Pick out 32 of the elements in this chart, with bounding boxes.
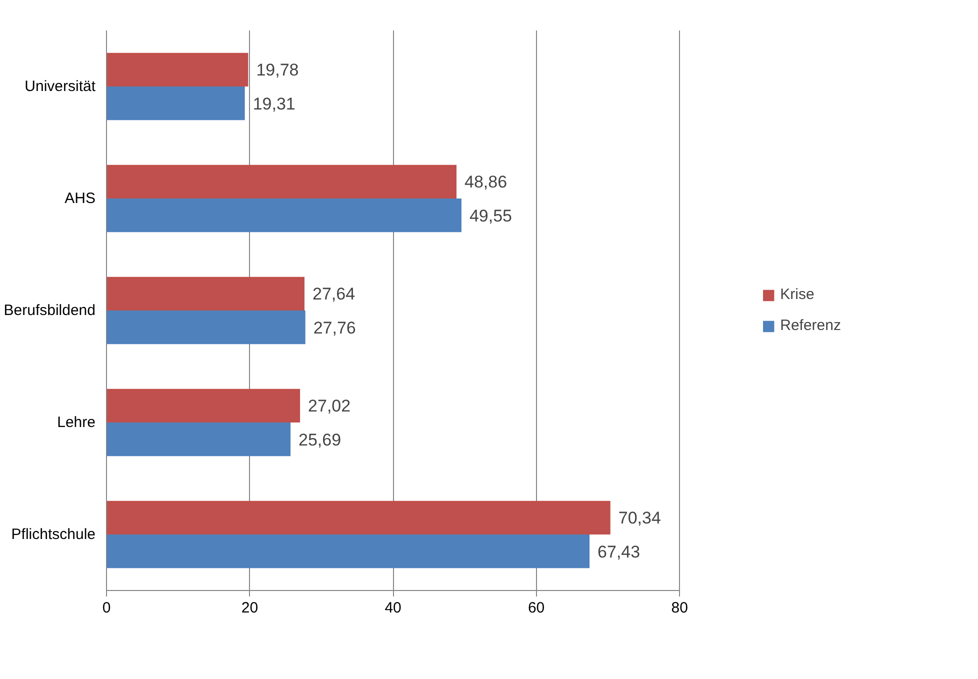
bar [106, 276, 304, 310]
y-tick-label: Berufsbildend [4, 302, 96, 319]
data-label: 19,78 [256, 60, 299, 80]
data-label: 25,69 [298, 430, 342, 450]
data-label: 49,55 [469, 206, 512, 226]
x-tick-label: 80 [671, 600, 688, 616]
bar [106, 198, 462, 232]
x-tick-label: 60 [528, 600, 545, 616]
legend-label: Referenz [780, 317, 841, 334]
y-tick-label: Lehre [57, 414, 96, 431]
y-tick-label: AHS [64, 190, 96, 207]
y-tick-label: Pflichtschule [11, 526, 96, 543]
legend-label: Krise [780, 286, 814, 303]
data-label: 19,31 [252, 94, 296, 114]
x-tick-label: 0 [102, 600, 111, 616]
data-label: 27,76 [313, 318, 356, 338]
data-label: 27,02 [308, 396, 351, 416]
x-tick-label: 40 [384, 600, 402, 616]
bar [106, 164, 457, 198]
bar [106, 534, 590, 568]
bar [106, 86, 245, 120]
data-label: 27,64 [312, 284, 356, 304]
y-tick-label: Universität [24, 78, 96, 95]
bar [106, 388, 300, 422]
data-label: 70,34 [618, 508, 661, 528]
bar [106, 52, 248, 86]
bar [106, 500, 610, 534]
bar [106, 310, 306, 344]
x-tick-label: 20 [241, 600, 258, 616]
data-label: 48,86 [464, 172, 508, 192]
bar [106, 422, 291, 456]
data-label: 67,43 [598, 542, 640, 562]
